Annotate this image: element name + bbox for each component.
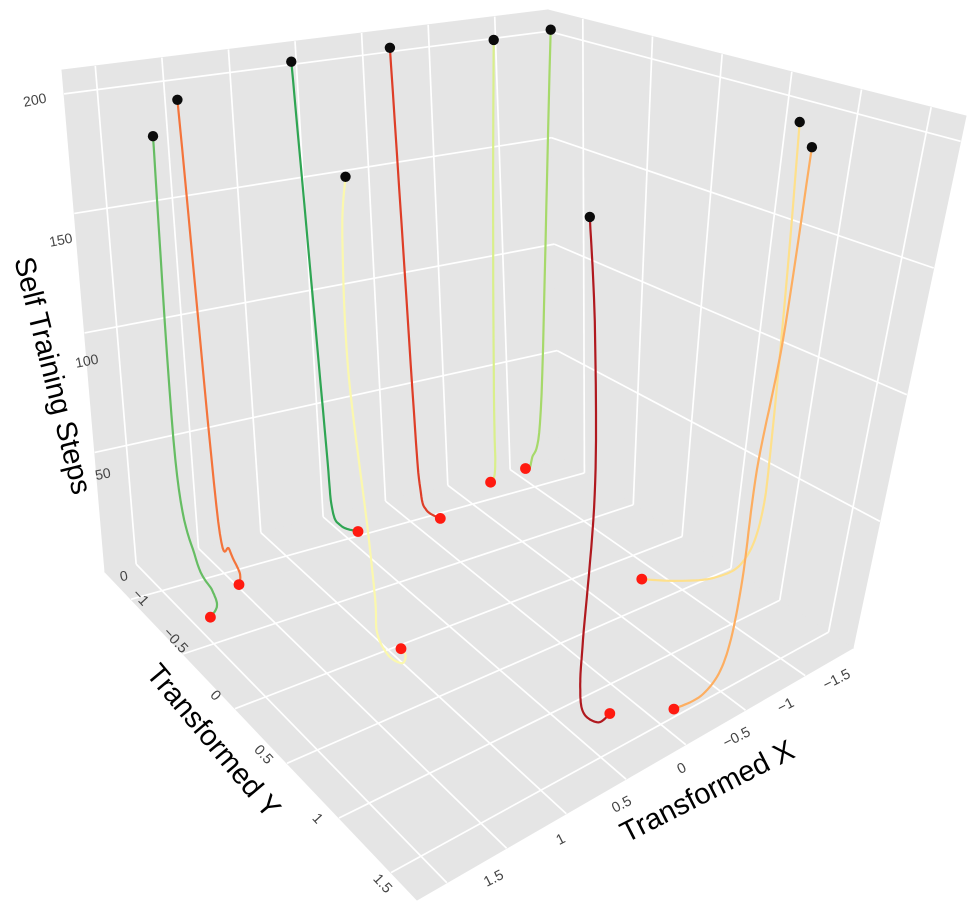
gridline-x-floor [260, 531, 567, 815]
gridline-z-right-wall [556, 349, 881, 523]
trajectory-3-start-marker [352, 526, 364, 537]
gridline-y-floor [182, 503, 634, 655]
z-axis-tick-label: 100 [74, 351, 100, 371]
gridline-x-floor [135, 563, 448, 884]
trajectory-3-end-marker [286, 56, 297, 67]
gridline-x-floor [197, 547, 508, 849]
gridline-x-wall [360, 32, 387, 502]
trajectory-9-line [640, 120, 801, 582]
gridline-x-wall [493, 16, 511, 470]
trajectory-2-start-marker [233, 579, 245, 590]
gridline-y-wall [681, 54, 724, 537]
z-axis-tick-label: 200 [22, 90, 48, 110]
gridline-z-right-wall [548, 30, 961, 143]
trajectory-8-start-marker [604, 708, 616, 719]
gridline-x-wall [94, 65, 138, 565]
gridline-z-left-wall [94, 349, 558, 454]
trajectory-5-line [388, 46, 442, 520]
gridline-x-floor [509, 468, 806, 677]
gridline-x-floor [322, 516, 627, 780]
gridline-z-right-wall [551, 136, 934, 269]
trajectory-2-end-marker [172, 94, 183, 106]
gridline-y-wall [581, 18, 586, 473]
trajectory-4-line [341, 175, 407, 665]
x-axis-tick-label: 1 [554, 831, 568, 849]
gridline-x-floor [447, 484, 747, 711]
z-axis-tick-label: 150 [48, 230, 74, 250]
gridline-y-floor [286, 567, 732, 765]
gridline-z-left-wall [74, 136, 552, 215]
trajectory-8-end-marker [584, 211, 595, 223]
gridline-y-floor [390, 631, 829, 874]
trajectory-9-start-marker [636, 573, 648, 585]
gridline-x-wall [227, 49, 262, 533]
gridline-y-wall [730, 71, 793, 569]
gridline-x-wall [427, 24, 449, 486]
trajectory-1-end-marker [147, 131, 159, 142]
gridline-z-left-wall [84, 243, 555, 334]
trajectory-10-end-marker [806, 142, 818, 153]
x-axis-tick-label: 0 [675, 760, 689, 778]
x-axis-tick-label: 1.5 [481, 867, 506, 890]
gridline-y-floor [234, 535, 683, 710]
trajectory-1-start-marker [205, 611, 216, 623]
z-axis-tick-label: 50 [94, 464, 113, 483]
gridline-y-wall [778, 89, 863, 601]
trajectory-6-end-marker [488, 34, 499, 46]
x-axis-tick-label: −1 [775, 695, 797, 717]
trajectory-7-end-marker [545, 24, 556, 35]
trajectory-5-start-marker [434, 513, 446, 524]
trajectory-10-line [672, 146, 813, 711]
gridline-x-wall [161, 57, 200, 549]
y-axis-tick-label: 0 [207, 687, 224, 704]
trajectory-10-start-marker [668, 703, 680, 715]
y-axis-tick-label: 1 [309, 810, 326, 827]
gridline-z-right-wall [553, 243, 908, 396]
gridline-x-wall [294, 41, 324, 517]
trajectory-6-start-marker [485, 476, 496, 488]
y-axis-tick-label: 1.5 [369, 871, 394, 897]
gridline-y-wall [632, 36, 654, 505]
trajectory-2-line [176, 98, 242, 586]
z-axis-tick-label: 0 [118, 567, 129, 584]
x-axis-tick-label: −0.5 [721, 724, 754, 751]
gridline-y-wall [827, 107, 933, 633]
x-axis-tick-label: −1.5 [821, 666, 854, 693]
trajectory-4-start-marker [395, 643, 407, 655]
trajectory-1-line [151, 135, 219, 619]
gridline-x-floor [384, 500, 687, 746]
trajectory-9-end-marker [794, 116, 805, 128]
gridline-y-floor [338, 599, 781, 819]
trajectory-7-start-marker [520, 463, 531, 474]
trajectory-8-line [579, 215, 611, 724]
trajectory-3-line [290, 60, 360, 533]
trajectory-5-end-marker [384, 42, 396, 53]
gridline-z-left-wall [63, 30, 549, 95]
trajectory-4-end-marker [340, 171, 351, 182]
